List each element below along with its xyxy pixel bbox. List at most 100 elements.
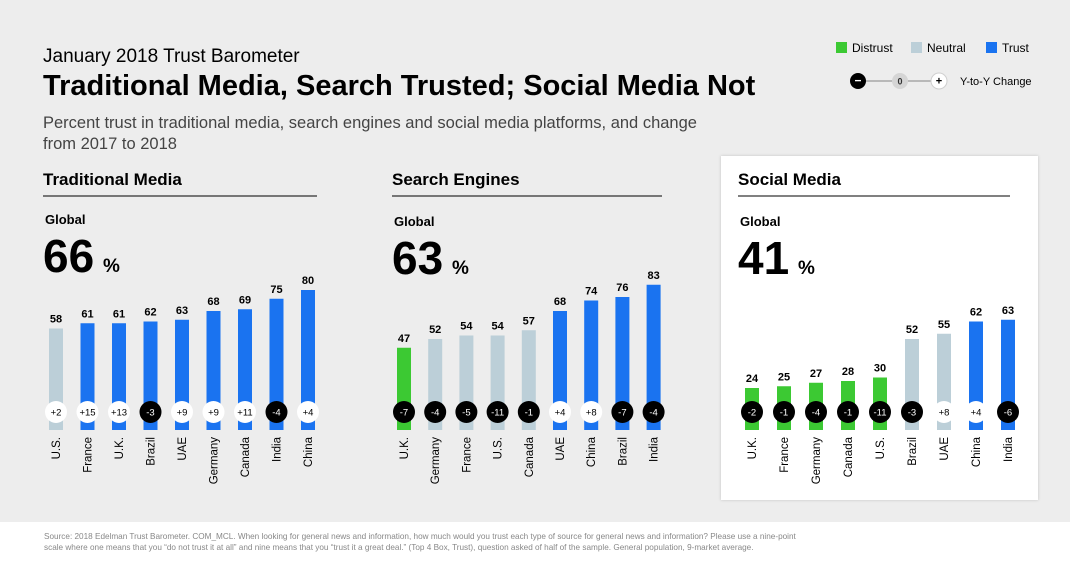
change-label: -1	[780, 408, 788, 419]
change-label: -7	[618, 408, 626, 419]
change-label: +8	[939, 408, 950, 419]
supertitle: January 2018 Trust Barometer	[43, 46, 300, 67]
change-scale-plus-dot	[930, 72, 948, 90]
charts-canvas: Traditional Media Global 66 % 58 +2 U.S. 61 +15 F…	[43, 170, 1019, 484]
chart-panel-2: Search Engines Global 63 % 47 -7 U.K. 52 -4 Germa…	[392, 170, 665, 484]
bar-india	[269, 298, 284, 430]
change-label: +4	[303, 408, 314, 419]
change-badge	[805, 401, 827, 423]
data-label: 62	[970, 307, 982, 319]
change-badge	[997, 401, 1019, 423]
change-label: -11	[873, 408, 886, 419]
global-label: Global	[45, 212, 85, 227]
global-unit: %	[103, 256, 120, 277]
page-title: Traditional Media, Search Trusted; Socia…	[43, 70, 756, 102]
change-badge	[773, 401, 795, 423]
data-label: 63	[176, 305, 188, 317]
change-badge	[424, 401, 447, 423]
data-label: 54	[460, 321, 473, 333]
category-label: Canada	[843, 436, 855, 477]
change-badge	[265, 401, 288, 423]
global-value: 41	[738, 232, 789, 284]
change-label: +9	[177, 408, 188, 419]
legend-swatch-neutral	[911, 42, 922, 53]
change-badge	[76, 401, 99, 423]
change-badge	[869, 401, 891, 423]
change-badge	[108, 401, 130, 423]
bar-uae	[553, 311, 567, 430]
change-scale-plus: +	[936, 76, 942, 88]
category-label: Germany	[209, 437, 221, 485]
data-label: 27	[810, 368, 822, 380]
social-media-card	[721, 156, 1038, 500]
source-note: Source: 2018 Edelman Trust Barometer. CO…	[44, 532, 796, 552]
data-label: 74	[585, 286, 598, 298]
change-label: +11	[237, 408, 252, 419]
change-label: -3	[908, 408, 916, 419]
change-label: -1	[844, 408, 852, 419]
chart-title: Social Media	[738, 170, 842, 189]
data-label: 61	[81, 308, 93, 320]
category-label: France	[461, 437, 473, 473]
change-label: -2	[748, 408, 756, 419]
chart-panel-1: Traditional Media Global 66 % 58 +2 U.S. 61 +15 F…	[43, 170, 319, 484]
change-label: +9	[208, 408, 219, 419]
change-label: -4	[649, 408, 657, 419]
data-label: 25	[778, 371, 790, 383]
global-value: 66	[43, 230, 94, 282]
legend: Distrust Neutral Trust − 0 + Y-to-Y Chan…	[836, 40, 1036, 90]
data-label: 68	[554, 296, 566, 308]
change-badge	[171, 401, 193, 423]
change-badge	[297, 401, 319, 423]
change-badge	[901, 401, 923, 423]
bar-germany	[206, 311, 221, 430]
category-label: France	[83, 437, 95, 473]
change-badge	[486, 401, 509, 423]
change-label: +2	[51, 408, 62, 419]
legend-label: Distrust	[852, 41, 893, 55]
data-label: 80	[302, 275, 314, 287]
subtitle: Percent trust in traditional media, sear…	[43, 114, 697, 153]
category-label: U.K.	[747, 437, 759, 459]
legend-label: Trust	[1002, 41, 1029, 55]
bar-india	[646, 284, 661, 430]
category-label: U.K.	[114, 437, 126, 459]
chart-title: Traditional Media	[43, 170, 182, 189]
category-label: India	[272, 436, 284, 462]
bar-china	[301, 290, 315, 430]
legend-item-distrust: Distrust	[836, 41, 893, 55]
data-label: 57	[523, 315, 535, 327]
data-label: 62	[144, 307, 156, 319]
change-scale-zero: 0	[897, 77, 902, 87]
data-label: 55	[938, 319, 950, 331]
data-label: 28	[842, 366, 854, 378]
change-scale-minus-dot	[850, 73, 866, 89]
category-label: Germany	[430, 437, 442, 485]
data-label: 61	[113, 308, 125, 320]
change-badge	[642, 401, 665, 423]
change-label: -4	[812, 408, 820, 419]
change-label: -5	[462, 408, 470, 419]
change-badge	[549, 401, 571, 423]
data-label: 24	[746, 373, 759, 385]
category-label: Canada	[524, 436, 536, 477]
change-badge	[933, 401, 955, 423]
category-label: U.S.	[875, 437, 887, 459]
change-badge	[580, 401, 603, 423]
change-badge	[741, 401, 763, 423]
change-scale-minus: −	[854, 74, 861, 88]
category-label: U.K.	[399, 437, 411, 459]
legend-item-trust: Trust	[986, 41, 1029, 55]
category-label: U.S.	[493, 437, 505, 459]
category-label: UAE	[177, 437, 189, 461]
global-label: Global	[394, 214, 434, 229]
category-label: India	[1003, 436, 1015, 462]
change-badge	[455, 401, 478, 423]
global-unit: %	[452, 258, 469, 279]
data-label: 83	[647, 270, 659, 282]
change-badge	[611, 401, 634, 423]
legend-label: Neutral	[927, 41, 966, 55]
bar-canada	[238, 309, 252, 430]
data-label: 58	[50, 314, 62, 326]
change-label: +15	[79, 408, 95, 419]
